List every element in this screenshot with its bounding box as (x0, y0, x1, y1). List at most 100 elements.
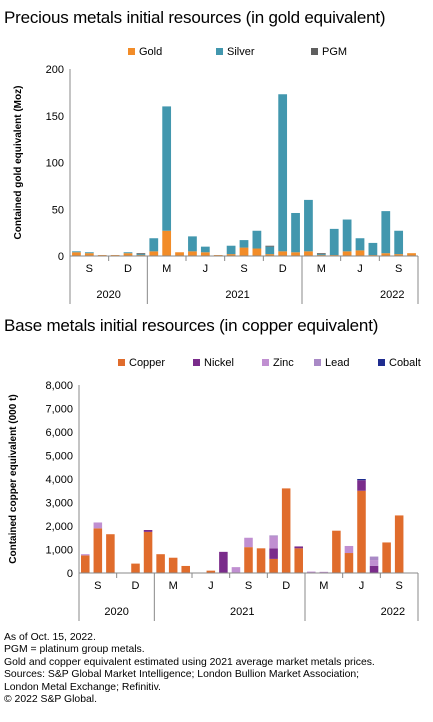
y-tick-label: 0 (67, 568, 73, 580)
y-tick-label: 0 (58, 251, 64, 263)
x-tick-label: S (240, 263, 247, 275)
bar-gold-2021-03 (175, 252, 184, 256)
legend-swatch-zinc (262, 359, 269, 366)
x-tick-label: M (169, 580, 178, 592)
bar-zinc-2022-02 (319, 571, 329, 573)
bar-silver-2022-03 (329, 228, 339, 256)
year-label-2020: 2020 (104, 606, 128, 618)
bar-silver-2022-08 (394, 230, 404, 255)
legend-swatch-gold (128, 48, 135, 55)
bar-nickel-2021-06 (219, 551, 228, 573)
bar-silver-2020-07 (72, 251, 81, 253)
legend-label-gold: Gold (139, 46, 162, 58)
legend-label-nickel: Nickel (204, 357, 234, 369)
bar-nickel-2020-12 (143, 530, 153, 532)
bar-gold-2021-02 (162, 230, 172, 256)
bar-silver-2022-01 (304, 199, 313, 252)
bar-silver-2021-08 (239, 240, 249, 248)
bar-gold-2021-08 (239, 247, 249, 256)
bar-silver-2021-07 (226, 245, 236, 255)
bar-silver-2022-02 (316, 254, 326, 256)
bar-copper-2021-08 (244, 547, 253, 573)
bar-lead-2022-06 (369, 556, 379, 561)
footnote-sources: Sources: S&P Global Market Intelligence;… (4, 669, 360, 681)
bar-gold-2021-09 (252, 248, 262, 256)
year-label-2021: 2021 (225, 289, 249, 301)
bar-copper-2021-09 (256, 548, 266, 573)
bar-gold-2022-07 (381, 253, 391, 256)
bar-pgm-2022-02 (316, 253, 326, 255)
bar-silver-2021-05 (200, 246, 210, 253)
year-label-2021: 2021 (230, 606, 254, 618)
x-tick-label: M (162, 263, 171, 275)
bar-silver-2020-12 (136, 254, 146, 256)
bar-silver-2021-04 (188, 236, 197, 252)
bar-copper-2020-11 (131, 563, 140, 573)
x-tick-label: M (317, 263, 326, 275)
base-metals-chart-title: Base metals initial resources (in copper… (4, 316, 379, 335)
y-tick-label: 6,000 (45, 427, 73, 439)
bar-copper-2020-07 (81, 555, 90, 574)
bar-zinc-2021-07 (231, 567, 241, 574)
bar-copper-2021-03 (181, 565, 190, 573)
bar-gold-2022-04 (342, 251, 352, 256)
y-tick-label: 1,000 (45, 545, 73, 557)
footnote-date: As of Oct. 15, 2022. (4, 632, 96, 643)
bar-nickel-2022-05 (357, 480, 366, 491)
bar-silver-2022-04 (342, 219, 352, 252)
x-tick-label: D (282, 580, 290, 592)
base-metals-chart: Copper Nickel Zinc Lead Cobalt 0 1,000 2,000 3,0… (8, 357, 421, 621)
legend-label-cobalt: Cobalt (389, 357, 421, 369)
bar-zinc-2022-04 (344, 545, 354, 554)
bar-zinc-2021-08 (244, 537, 253, 548)
x-tick-label: S (395, 580, 402, 592)
bar-gold-2022-05 (355, 250, 365, 256)
y-tick-label: 3,000 (45, 498, 73, 510)
legend-swatch-copper (118, 359, 125, 366)
y-tick-label: 8,000 (45, 380, 73, 392)
legend-swatch-nickel (193, 359, 200, 366)
footnotes: As of Oct. 15, 2022. PGM = platinum grou… (4, 632, 375, 706)
legend-swatch-pgm (311, 48, 318, 55)
bar-silver-2021-12 (291, 212, 300, 253)
bar-copper-2022-08 (394, 515, 404, 573)
x-tick-label: J (208, 580, 214, 592)
footnote-pgm: PGM = platinum group metals. (4, 644, 145, 656)
bar-copper-2021-12 (294, 548, 303, 573)
bar-copper-2022-07 (382, 542, 391, 573)
bar-copper-2020-09 (106, 534, 115, 573)
bar-gold-2021-07 (226, 254, 236, 256)
legend-label-zinc: Zinc (273, 357, 294, 369)
y-tick-label: 2,000 (45, 521, 73, 533)
y-tick-label: 150 (46, 111, 64, 123)
bar-copper-2022-03 (332, 530, 341, 573)
bar-pgm-2020-12 (136, 253, 146, 255)
bar-copper-2021-01 (156, 554, 165, 573)
y-tick-label: 5,000 (45, 451, 73, 463)
x-tick-label: J (203, 263, 209, 275)
x-tick-label: S (245, 580, 252, 592)
bar-copper-2021-11 (281, 488, 291, 573)
bar-nickel-2022-06 (369, 565, 379, 573)
y-axis-title: Contained gold equivalent (Moz) (13, 86, 24, 240)
x-tick-label: J (359, 580, 365, 592)
x-tick-label: D (279, 263, 287, 275)
bar-copper-2021-05 (206, 570, 216, 573)
legend-label-lead: Lead (325, 357, 349, 369)
bar-gold-2021-04 (188, 251, 197, 256)
bar-silver-2020-08 (84, 252, 94, 254)
legend-label-copper: Copper (129, 357, 165, 369)
bar-gold-2022-09 (407, 253, 416, 256)
precious-metals-chart: Gold Silver PGM 0 50 100 150 200 Contained gold … (13, 46, 419, 304)
bar-silver-2021-09 (252, 230, 262, 249)
bar-gold-2021-12 (291, 252, 300, 256)
bar-silver-2022-07 (381, 211, 391, 254)
bar-gold-2021-10 (265, 254, 275, 256)
bar-copper-2022-04 (344, 553, 354, 573)
bar-gold-2021-11 (278, 251, 288, 256)
year-label-2020: 2020 (96, 289, 120, 301)
y-tick-label: 100 (46, 158, 64, 170)
legend-label-pgm: PGM (322, 46, 347, 58)
year-label-2022: 2022 (381, 606, 405, 618)
y-tick-label: 7,000 (45, 404, 73, 416)
